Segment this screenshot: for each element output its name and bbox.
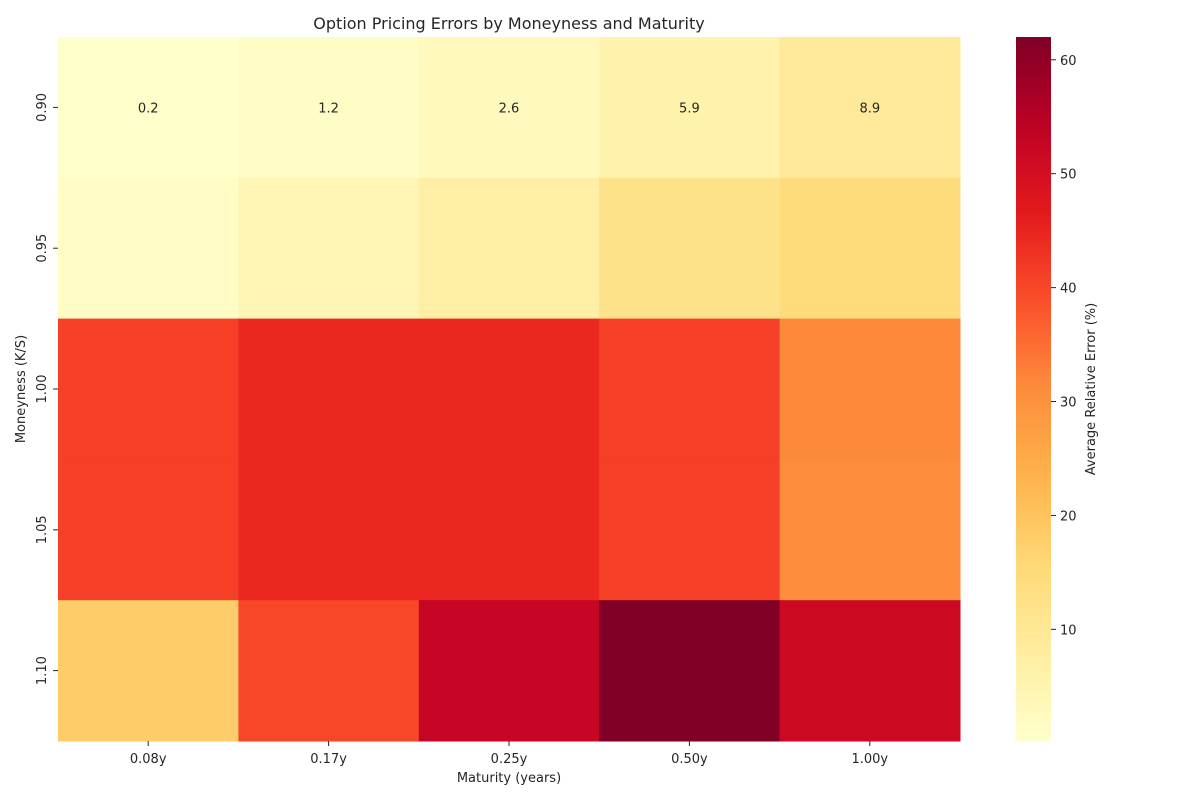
y-tick-label: 0.95: [35, 234, 50, 263]
cell-annotation: 5.9: [679, 101, 700, 116]
heatmap-cell: [238, 37, 420, 179]
colorbar: 10 20 30 40 50 60: [1016, 37, 1077, 741]
heatmap-cell: [599, 37, 781, 179]
heatmap-cell: [599, 177, 781, 320]
y-tick-label: 1.00: [35, 375, 50, 404]
heatmap-cell: [58, 600, 239, 742]
colorbar-tick-label: 40: [1060, 282, 1077, 297]
heatmap-cell: [418, 177, 600, 320]
y-axis-label: Moneyness (K/S): [14, 335, 29, 443]
x-tick-label: 0.17y: [310, 752, 347, 767]
y-axis: 0.90 0.95 1.00 1.05 1.10: [35, 93, 58, 685]
colorbar-tick-label: 10: [1060, 623, 1077, 638]
x-tick-label: 0.50y: [671, 752, 708, 767]
heatmap-cell: [779, 459, 961, 601]
heatmap-cell: [238, 318, 420, 460]
heatmap-cell: [599, 318, 781, 460]
colorbar-gradient: [1016, 37, 1051, 741]
heatmap-cell: [58, 177, 239, 320]
cell-annotation: 0.2: [138, 101, 159, 116]
colorbar-tick-label: 30: [1060, 396, 1077, 411]
heatmap-cell: [238, 177, 420, 320]
heatmap-cell: [238, 600, 420, 742]
colorbar-tick-label: 50: [1060, 168, 1077, 183]
cell-annotation: 8.9: [859, 101, 880, 116]
heatmap-cells: [58, 37, 961, 742]
y-tick-label: 0.90: [35, 93, 50, 122]
x-tick-label: 1.00y: [851, 752, 888, 767]
heatmap-cell: [779, 37, 961, 179]
heatmap-cell: [58, 318, 239, 460]
y-tick-label: 1.10: [35, 656, 50, 685]
heatmap-cell: [599, 459, 781, 601]
heatmap-cell: [779, 600, 961, 742]
heatmap-cell: [418, 600, 600, 742]
heatmap-cell: [418, 37, 600, 179]
heatmap-cell: [58, 459, 239, 601]
y-tick-label: 1.05: [35, 515, 50, 544]
colorbar-tick-label: 20: [1060, 509, 1077, 524]
cell-annotations: 0.2 1.2 2.6 5.9 8.9: [138, 101, 880, 116]
heatmap-cell: [779, 177, 961, 320]
x-axis: 0.08y 0.17y 0.25y 0.50y 1.00y: [130, 741, 888, 767]
colorbar-tick-label: 60: [1060, 54, 1077, 69]
heatmap-cell: [779, 318, 961, 460]
x-tick-label: 0.08y: [130, 752, 167, 767]
cell-annotation: 1.2: [318, 101, 339, 116]
heatmap-cell: [58, 37, 239, 179]
heatmap-cell: [238, 459, 420, 601]
chart-title: Option Pricing Errors by Moneyness and M…: [313, 14, 704, 33]
heatmap-cell: [418, 318, 600, 460]
x-axis-label: Maturity (years): [457, 771, 561, 786]
heatmap-cell: [599, 600, 781, 742]
colorbar-label: Average Relative Error (%): [1084, 303, 1099, 475]
cell-annotation: 2.6: [499, 101, 520, 116]
x-tick-label: 0.25y: [491, 752, 528, 767]
heatmap-cell: [418, 459, 600, 601]
